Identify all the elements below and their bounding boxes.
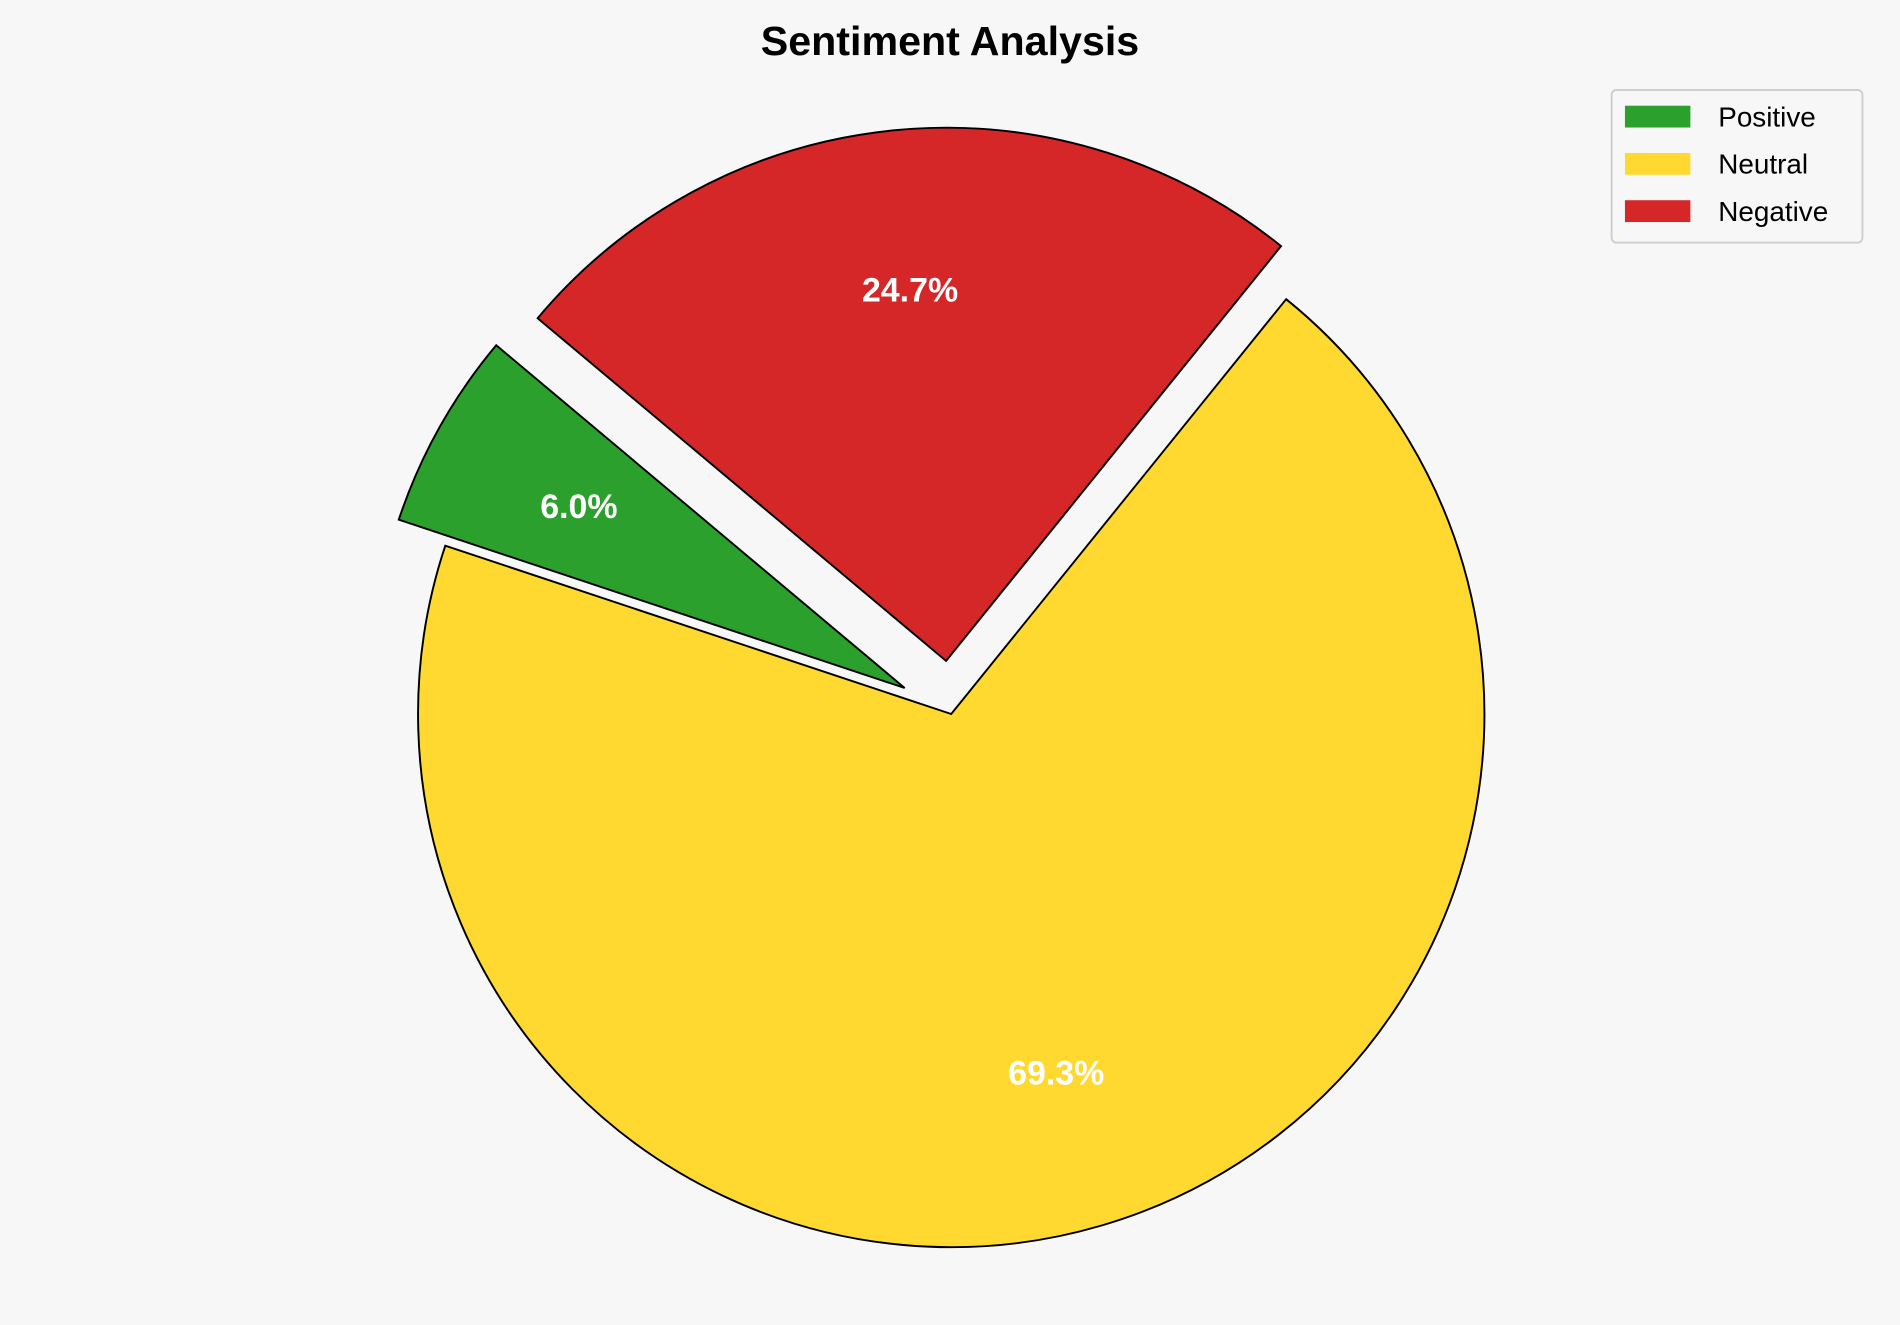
chart-title: Sentiment Analysis — [761, 18, 1139, 64]
pie-slice-positive — [397, 343, 906, 689]
pie-slice-neutral — [417, 297, 1486, 1249]
pie-slice-negative — [536, 126, 1283, 663]
legend-label-neutral: Neutral — [1718, 149, 1808, 180]
percent-label-positive: 6.0% — [540, 488, 617, 526]
legend-label-negative: Negative — [1718, 196, 1828, 227]
percent-label-negative: 24.7% — [862, 272, 958, 310]
legend: Positive Neutral Negative — [1610, 89, 1864, 244]
legend-swatch-neutral — [1624, 152, 1691, 175]
pie-slices — [397, 126, 1486, 1249]
percent-labels: 6.0% 69.3% 24.7% — [540, 272, 1104, 1093]
legend-swatch-negative — [1624, 200, 1691, 223]
legend-swatch-positive — [1624, 105, 1691, 128]
legend-label-positive: Positive — [1718, 101, 1816, 132]
percent-label-neutral: 69.3% — [1008, 1054, 1104, 1092]
